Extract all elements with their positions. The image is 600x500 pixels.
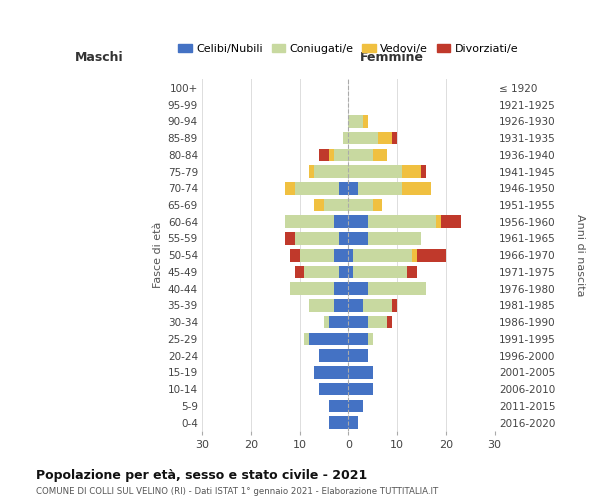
Bar [304,266,338,278]
Bar [334,282,349,295]
Bar [349,198,373,211]
Bar [329,400,349,412]
Bar [392,132,397,144]
Bar [407,266,416,278]
Bar [368,216,436,228]
Bar [338,182,349,194]
Bar [285,232,295,245]
Bar [349,148,373,161]
Bar [349,266,353,278]
Bar [402,166,421,178]
Bar [363,299,392,312]
Bar [295,232,338,245]
Bar [349,232,368,245]
Bar [349,249,353,262]
Bar [363,115,368,128]
Bar [319,350,349,362]
Bar [295,266,304,278]
Bar [329,416,349,429]
Bar [349,282,368,295]
Text: Popolazione per età, sesso e stato civile - 2021: Popolazione per età, sesso e stato civil… [36,470,367,482]
Bar [329,316,349,328]
Bar [324,198,349,211]
Bar [349,366,373,378]
Bar [349,332,368,345]
Bar [290,249,299,262]
Bar [353,249,412,262]
Bar [349,132,377,144]
Bar [338,266,349,278]
Bar [349,316,368,328]
Bar [324,316,329,328]
Bar [353,266,407,278]
Bar [349,216,368,228]
Bar [299,249,334,262]
Bar [314,166,349,178]
Y-axis label: Fasce di età: Fasce di età [154,222,163,288]
Bar [304,332,310,345]
Bar [402,182,431,194]
Bar [349,166,402,178]
Bar [285,216,334,228]
Bar [373,198,382,211]
Bar [373,148,388,161]
Bar [412,249,416,262]
Bar [436,216,441,228]
Bar [334,216,349,228]
Bar [310,299,334,312]
Bar [349,400,363,412]
Y-axis label: Anni di nascita: Anni di nascita [575,214,585,296]
Bar [349,115,363,128]
Bar [358,182,402,194]
Bar [368,232,421,245]
Bar [343,132,349,144]
Bar [368,332,373,345]
Bar [334,148,349,161]
Bar [368,316,388,328]
Bar [290,282,334,295]
Bar [349,416,358,429]
Bar [349,182,358,194]
Bar [314,366,349,378]
Bar [392,299,397,312]
Bar [310,332,349,345]
Legend: Celibi/Nubili, Coniugati/e, Vedovi/e, Divorziati/e: Celibi/Nubili, Coniugati/e, Vedovi/e, Di… [174,40,523,58]
Bar [329,148,334,161]
Bar [295,182,338,194]
Bar [334,299,349,312]
Bar [285,182,295,194]
Bar [368,282,427,295]
Bar [441,216,461,228]
Bar [310,166,314,178]
Bar [416,249,446,262]
Bar [319,383,349,396]
Bar [349,299,363,312]
Bar [377,132,392,144]
Text: Femmine: Femmine [360,50,424,64]
Bar [349,383,373,396]
Bar [319,148,329,161]
Bar [349,350,368,362]
Text: Maschi: Maschi [76,50,124,64]
Bar [314,198,324,211]
Text: COMUNE DI COLLI SUL VELINO (RI) - Dati ISTAT 1° gennaio 2021 - Elaborazione TUTT: COMUNE DI COLLI SUL VELINO (RI) - Dati I… [36,487,438,496]
Bar [421,166,427,178]
Bar [388,316,392,328]
Bar [338,232,349,245]
Bar [334,249,349,262]
